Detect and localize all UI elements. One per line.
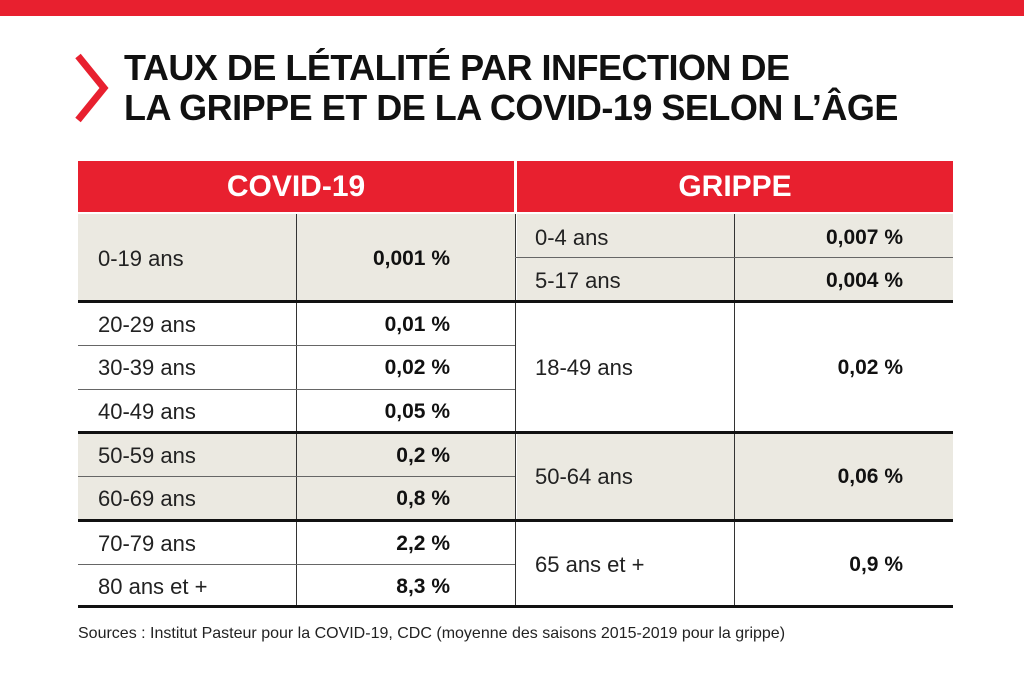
title-line-2: LA GRIPPE ET DE LA COVID-19 SELON L’ÂGE (124, 87, 898, 128)
covid-rate-value: 0,02 % (384, 356, 450, 379)
top-accent-bar (0, 0, 1024, 16)
grippe-rate-value: 0,02 % (837, 356, 903, 379)
grippe-header: GRIPPE (517, 161, 953, 212)
covid-age-label: 20-29 ans (98, 312, 196, 337)
row-divider (78, 389, 515, 390)
group-divider (78, 431, 953, 434)
grippe-rate-value: 0,007 % (825, 226, 903, 249)
covid-rate-value: 0,8 % (396, 487, 450, 510)
grippe-age-label: 50-64 ans (535, 464, 633, 489)
grippe-age-label: 5-17 ans (535, 268, 621, 293)
covid-age-label: 30-39 ans (98, 355, 196, 380)
covid-age-label: 0-19 ans (98, 246, 184, 271)
row-divider (78, 564, 515, 565)
covid-rate-value: 0,2 % (396, 444, 450, 467)
divider (515, 214, 516, 607)
divider (734, 214, 735, 607)
covid-rate-value: 0,001 % (372, 247, 450, 270)
group-divider (78, 300, 953, 303)
row-divider (78, 476, 515, 477)
covid-age-label: 60-69 ans (98, 486, 196, 511)
covid-age-label: 80 ans et + (98, 574, 208, 599)
divider (296, 214, 297, 607)
covid-rate-value: 0,05 % (384, 400, 450, 423)
grippe-rate-value: 0,06 % (837, 465, 903, 488)
covid-rate-value: 2,2 % (396, 532, 450, 555)
grippe-age-label: 0-4 ans (535, 225, 609, 250)
sources-note: Sources : Institut Pasteur pour la COVID… (78, 625, 786, 642)
covid-age-label: 40-49 ans (98, 399, 196, 424)
grippe-age-label: 18-49 ans (535, 355, 633, 380)
covid-rate-value: 0,01 % (384, 313, 450, 336)
chevron-right-icon (75, 53, 109, 123)
covid-age-label: 70-79 ans (98, 531, 196, 556)
covid-rate-value: 8,3 % (396, 575, 450, 598)
row-divider (515, 257, 953, 258)
grippe-rate-value: 0,9 % (849, 553, 903, 576)
divider (515, 161, 517, 607)
grippe-age-label: 65 ans et + (535, 552, 645, 577)
title-line-1: TAUX DE LÉTALITÉ PAR INFECTION DE (124, 47, 790, 88)
row-divider (78, 345, 515, 346)
page-title: TAUX DE LÉTALITÉ PAR INFECTION DE LA GRI… (124, 48, 1004, 128)
grippe-rate-value: 0,004 % (825, 269, 903, 292)
group-divider (78, 519, 953, 522)
covid-header: COVID-19 (78, 161, 514, 212)
group-divider (78, 605, 953, 608)
covid-age-label: 50-59 ans (98, 443, 196, 468)
